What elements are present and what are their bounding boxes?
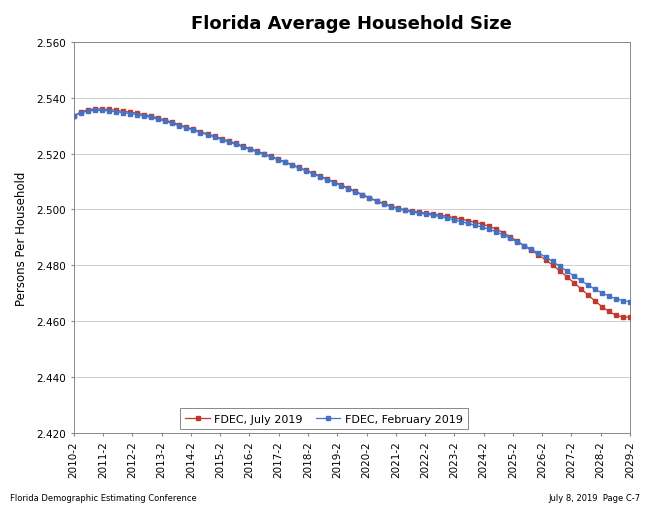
Text: Florida Demographic Estimating Conference: Florida Demographic Estimating Conferenc… [10,493,196,502]
FDEC, February 2019 [408,209,415,215]
Line: FDEC, July 2019: FDEC, July 2019 [72,108,632,319]
FDEC, February 2019 [323,177,331,183]
FDEC, February 2019 [415,211,422,217]
FDEC, July 2019 [408,209,415,215]
FDEC, February 2019 [70,114,77,120]
FDEC, July 2019 [323,177,331,183]
FDEC, July 2019 [415,210,422,216]
FDEC, July 2019 [436,213,444,219]
FDEC, February 2019 [91,108,99,114]
FDEC, July 2019 [619,315,627,321]
FDEC, July 2019 [570,280,578,286]
Legend: FDEC, July 2019, FDEC, February 2019: FDEC, July 2019, FDEC, February 2019 [180,409,469,430]
FDEC, February 2019 [436,214,444,220]
Y-axis label: Persons Per Household: Persons Per Household [15,171,28,305]
Line: FDEC, February 2019: FDEC, February 2019 [72,110,632,304]
FDEC, July 2019 [457,217,465,223]
FDEC, July 2019 [70,114,77,120]
FDEC, July 2019 [626,315,634,321]
FDEC, July 2019 [98,107,106,113]
Title: Florida Average Household Size: Florida Average Household Size [191,15,512,33]
FDEC, February 2019 [457,219,465,225]
FDEC, February 2019 [626,299,634,305]
Text: July 8, 2019  Page C-7: July 8, 2019 Page C-7 [548,493,640,502]
FDEC, February 2019 [570,273,578,279]
